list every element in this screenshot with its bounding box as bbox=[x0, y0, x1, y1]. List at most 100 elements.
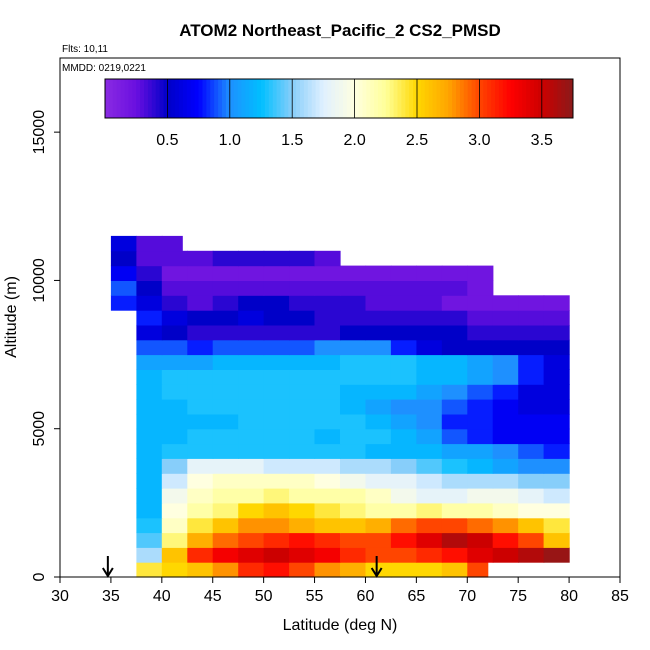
colorbar-segment bbox=[288, 79, 293, 118]
colorbar-segment bbox=[124, 79, 129, 118]
heatmap-cell bbox=[340, 280, 367, 296]
heatmap-cell bbox=[161, 562, 188, 578]
heatmap-cell bbox=[441, 354, 468, 370]
heatmap-cell bbox=[314, 488, 341, 504]
heatmap-cell bbox=[212, 562, 239, 578]
colorbar-segment bbox=[225, 79, 231, 118]
heatmap-cell bbox=[263, 250, 290, 267]
colorbar-segment bbox=[194, 79, 200, 118]
heatmap-cell bbox=[467, 413, 494, 430]
heatmap-cell bbox=[365, 399, 392, 415]
heatmap-cell bbox=[187, 369, 214, 385]
heatmap-cell bbox=[136, 354, 163, 370]
heatmap-cell bbox=[289, 532, 316, 548]
y-tick-label: 5000 bbox=[31, 411, 48, 447]
heatmap-cell bbox=[390, 473, 417, 489]
colorbar-tick-label: 0.5 bbox=[156, 132, 178, 149]
heatmap-cell bbox=[467, 458, 494, 474]
colorbar-segment bbox=[218, 79, 223, 118]
heatmap-cell bbox=[492, 310, 519, 326]
heatmap-cell bbox=[518, 547, 545, 563]
heatmap-cell bbox=[340, 384, 367, 400]
heatmap-cell bbox=[110, 235, 137, 252]
heatmap-cell bbox=[416, 547, 443, 563]
heatmap-cell bbox=[390, 280, 417, 296]
colorbar-segment bbox=[530, 79, 535, 118]
colorbar-segment bbox=[491, 79, 496, 118]
heatmap-cell bbox=[263, 488, 290, 504]
heatmap-cell bbox=[136, 413, 163, 430]
colorbar-segment bbox=[210, 79, 215, 118]
heatmap-cell bbox=[263, 517, 290, 534]
heatmap-cell bbox=[136, 250, 163, 267]
heatmap-cell bbox=[340, 443, 367, 459]
colorbar-segment bbox=[296, 79, 301, 118]
colorbar-segment bbox=[206, 79, 211, 118]
heatmap-cell bbox=[416, 443, 443, 459]
colorbar-segment bbox=[452, 79, 457, 118]
heatmap-cell bbox=[187, 488, 214, 504]
colorbar-segment bbox=[495, 79, 500, 118]
heatmap-cell bbox=[390, 265, 417, 281]
heatmap-cell bbox=[518, 502, 545, 519]
heatmap-cell bbox=[263, 532, 290, 548]
heatmap-cell bbox=[136, 339, 163, 356]
y-axis-label: Altitude (m) bbox=[3, 276, 20, 358]
colorbar-segment bbox=[183, 79, 188, 118]
chart-title: ATOM2 Northeast_Pacific_2 CS2_PMSD bbox=[179, 21, 501, 40]
colorbar-segment bbox=[331, 79, 336, 118]
heatmap-cell bbox=[263, 265, 290, 281]
heatmap-cell bbox=[390, 369, 417, 385]
colorbar-segment bbox=[233, 79, 239, 118]
colorbar-segment bbox=[346, 79, 352, 118]
heatmap-cell bbox=[441, 517, 468, 534]
heatmap-cell bbox=[365, 488, 392, 504]
heatmap-cell bbox=[340, 399, 367, 415]
colorbar-segment bbox=[198, 79, 203, 118]
colorbar-segment bbox=[222, 79, 227, 118]
colorbar-segment bbox=[518, 79, 523, 118]
heatmap-cell bbox=[289, 369, 316, 385]
heatmap-cell bbox=[390, 324, 417, 341]
colorbar-segment bbox=[506, 79, 512, 118]
colorbar-segment bbox=[292, 79, 297, 118]
colorbar-segment bbox=[381, 79, 387, 118]
heatmap-cell bbox=[365, 339, 392, 356]
heatmap-cell bbox=[365, 517, 392, 534]
heatmap-cell bbox=[441, 310, 468, 326]
heatmap-cell bbox=[340, 369, 367, 385]
heatmap-cell bbox=[263, 369, 290, 385]
plot-frame bbox=[59, 57, 621, 578]
heatmap-cell bbox=[340, 310, 367, 326]
heatmap-cell bbox=[441, 280, 468, 296]
heatmap-cell bbox=[518, 443, 545, 459]
latitude-arrows bbox=[102, 556, 383, 578]
colorbar-segment bbox=[409, 79, 414, 118]
heatmap-cell bbox=[212, 280, 239, 296]
heatmap-cells bbox=[110, 235, 570, 578]
heatmap-cell bbox=[492, 384, 519, 400]
heatmap-cell bbox=[187, 428, 214, 445]
heatmap-cell bbox=[314, 532, 341, 548]
heatmap-cell bbox=[314, 265, 341, 281]
colorbar-segment bbox=[436, 79, 441, 118]
heatmap-cell bbox=[161, 354, 188, 370]
heatmap-cell bbox=[416, 354, 443, 370]
heatmap-cell bbox=[416, 295, 443, 311]
heatmap-cell bbox=[238, 532, 265, 548]
heatmap-cell bbox=[289, 413, 316, 430]
heatmap-cell bbox=[390, 310, 417, 326]
heatmap-cell bbox=[212, 413, 239, 430]
heatmap-cell bbox=[518, 413, 545, 430]
colorbar-segment bbox=[483, 79, 488, 118]
colorbar-segment bbox=[537, 79, 543, 118]
heatmap-cell bbox=[340, 562, 367, 578]
heatmap-cell bbox=[441, 458, 468, 474]
heatmap-cell bbox=[365, 413, 392, 430]
heatmap-cell bbox=[187, 265, 214, 281]
colorbar-tick-label: 2.5 bbox=[406, 132, 428, 149]
heatmap-cell bbox=[161, 517, 188, 534]
heatmap-cell bbox=[136, 265, 163, 281]
heatmap-cell bbox=[340, 265, 367, 281]
heatmap-cell bbox=[263, 443, 290, 459]
